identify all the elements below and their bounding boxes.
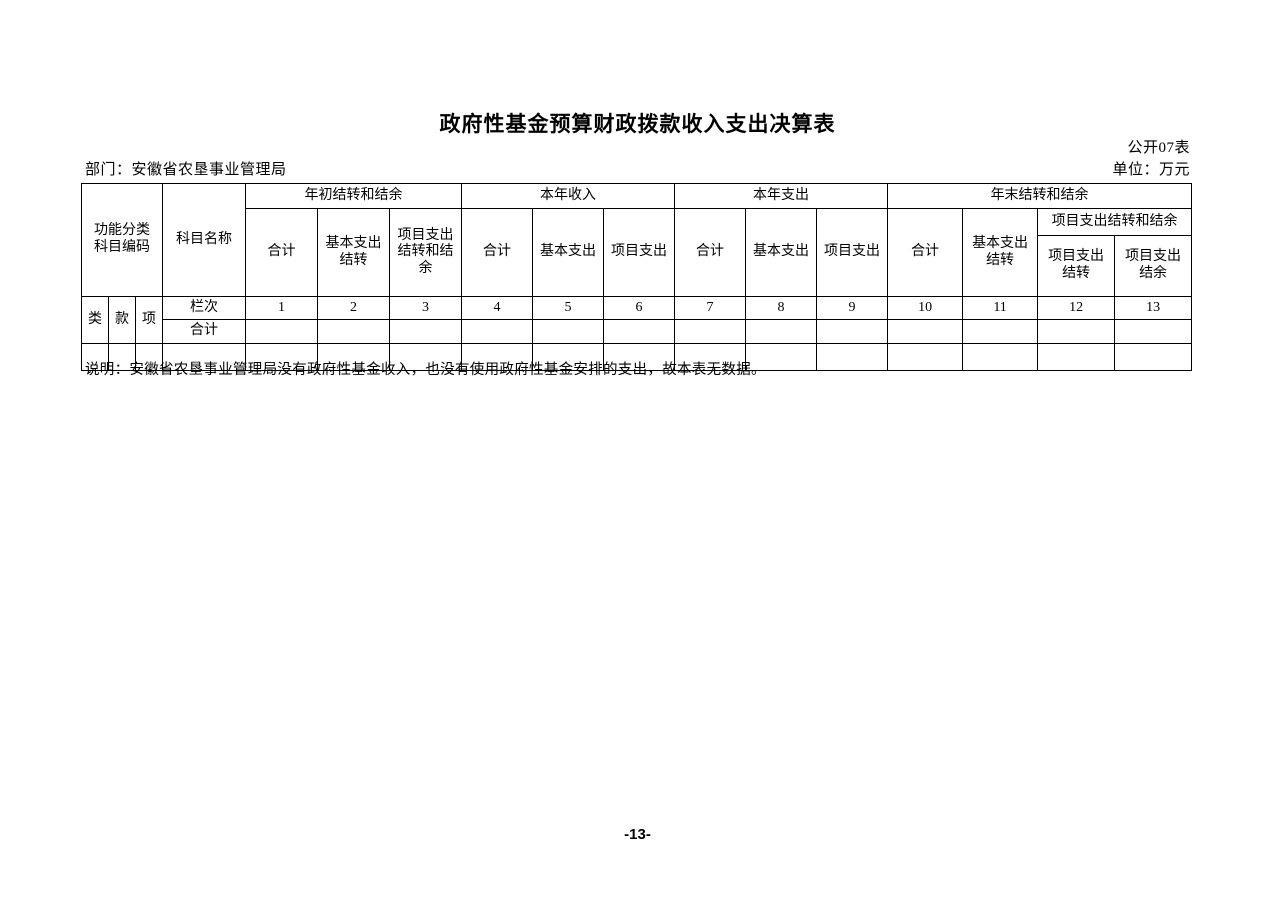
col-income-total: 合计 (461, 208, 534, 297)
total-cell (962, 319, 1039, 344)
data-cell (317, 343, 391, 371)
lane-number: 11 (962, 296, 1039, 320)
total-cell (816, 319, 889, 344)
data-cell (1114, 343, 1193, 371)
stub-section-header: 款 (108, 296, 136, 344)
data-cell (603, 343, 676, 371)
group-header-year-expenditure: 本年支出 (674, 183, 889, 209)
lane-number: 8 (745, 296, 818, 320)
nested-subcolumn-row: 项目支出 结转 项目支出 结余 (82, 235, 1193, 297)
group-header-year-income: 本年收入 (461, 183, 676, 209)
lane-number: 12 (1037, 296, 1116, 320)
group-header-closing-balance: 年末结转和结余 (887, 183, 1193, 209)
lane-number: 4 (461, 296, 534, 320)
total-cell (245, 319, 319, 344)
total-cell (1037, 319, 1116, 344)
data-cell (1037, 343, 1116, 371)
data-cell (674, 343, 747, 371)
page-number: -13- (624, 826, 651, 843)
unit-label: 单位：万元 (1112, 162, 1190, 178)
budget-table: 功能分类 科目编码 科目名称 年初结转和结余 本年收入 本年支出 年末结转和结余… (80, 183, 1193, 371)
total-cell (1114, 319, 1193, 344)
col-opening-project-carryover-balance: 项目支出 结转和结 余 (389, 208, 463, 297)
col-expenditure-project: 项目支出 (816, 208, 889, 297)
total-cell (745, 319, 818, 344)
table-row (81, 343, 1193, 371)
lane-number: 13 (1114, 296, 1193, 320)
lane-number: 5 (532, 296, 605, 320)
total-label: 合计 (162, 319, 247, 344)
lane-number: 6 (603, 296, 676, 320)
total-cell (532, 319, 605, 344)
group-header-opening-balance: 年初结转和结余 (245, 183, 463, 209)
total-cell (887, 319, 964, 344)
total-cell (317, 319, 391, 344)
col-income-project: 项目支出 (603, 208, 676, 297)
lane-number: 3 (389, 296, 463, 320)
total-cell (603, 319, 676, 344)
group-header-row: 功能分类 科目编码 科目名称 年初结转和结余 本年收入 本年支出 年末结转和结余 (80, 183, 1193, 297)
col-income-basic: 基本支出 (532, 208, 605, 297)
lane-number-row: 类 款 项 栏次 1 2 3 4 5 6 7 8 9 10 11 12 13 (81, 296, 1193, 344)
col-closing-project-balance: 项目支出 结余 (1114, 235, 1193, 297)
lane-number: 7 (674, 296, 747, 320)
lane-label: 栏次 (162, 296, 247, 320)
lane-number: 2 (317, 296, 391, 320)
lane-number: 9 (816, 296, 889, 320)
col-expenditure-basic: 基本支出 (745, 208, 818, 297)
lane-number: 10 (887, 296, 964, 320)
data-cell-item (134, 343, 164, 371)
page-title: 政府性基金预算财政拨款收入支出决算表 (439, 113, 836, 136)
data-cell (745, 343, 818, 371)
data-cell (245, 343, 319, 371)
table-row-total: 合计 (82, 319, 1193, 344)
data-cell (962, 343, 1039, 371)
data-cell-class (81, 343, 109, 371)
data-cell (887, 343, 964, 371)
col-closing-total: 合计 (887, 208, 964, 297)
col-opening-basic-carryover: 基本支出 结转 (317, 208, 391, 297)
col-expenditure-total: 合计 (674, 208, 747, 297)
stub-item-header: 项 (134, 296, 164, 344)
total-cell (389, 319, 463, 344)
subject-name-header: 科目名称 (162, 183, 247, 297)
lane-number: 1 (245, 296, 319, 320)
col-closing-project-carryover: 项目支出 结转 (1037, 235, 1116, 297)
data-cell (461, 343, 534, 371)
data-cell (816, 343, 889, 371)
col-closing-basic-carryover: 基本支出 结转 (962, 208, 1039, 297)
stub-class-header: 类 (81, 296, 109, 344)
department-label: 部门：安徽省农垦事业管理局 (85, 162, 287, 178)
total-cell (461, 319, 534, 344)
col-opening-total: 合计 (245, 208, 319, 297)
budget-table-wrapper: 功能分类 科目编码 科目名称 年初结转和结余 本年收入 本年支出 年末结转和结余… (80, 183, 1193, 371)
nested-group-header-project-carryover-balance: 项目支出结转和结余 (1037, 208, 1193, 236)
total-cell (674, 319, 747, 344)
nested-group-row: 合计 基本支出 结转 项目支出 结转和结 余 合计 基 (82, 208, 1193, 297)
footnote: 说明：安徽省农垦事业管理局没有政府性基金收入，也没有使用政府性基金安排的支出，故… (85, 362, 766, 378)
sheet-label: 公开07表 (1127, 140, 1190, 156)
functional-code-header: 功能分类 科目编码 (80, 183, 164, 297)
data-cell (389, 343, 463, 371)
